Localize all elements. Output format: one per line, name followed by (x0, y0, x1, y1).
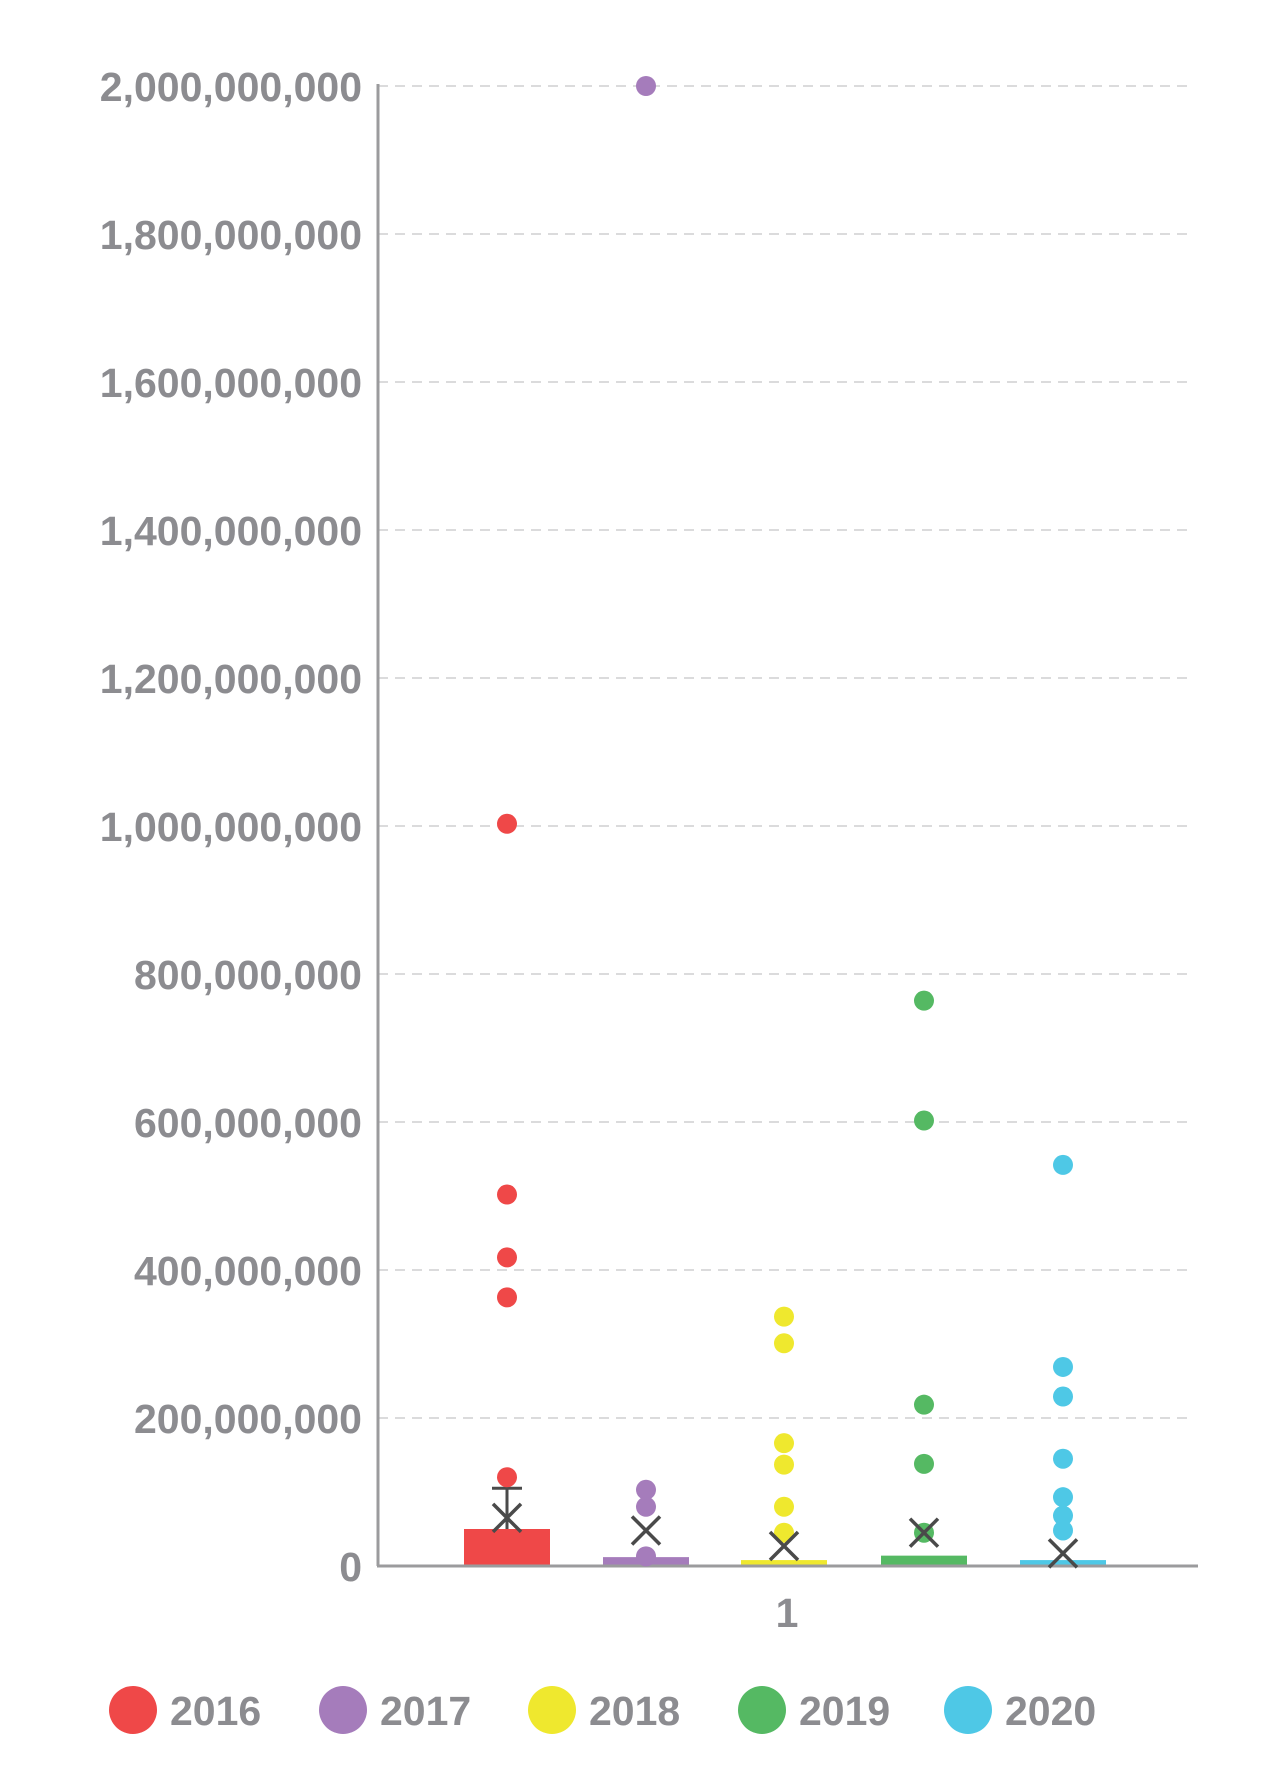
outlier-point-2016 (497, 1467, 517, 1488)
mean-marker-2016 (491, 1502, 523, 1534)
y-tick-label: 2,000,000,000 (100, 64, 362, 110)
outlier-point-2016 (497, 813, 517, 834)
outlier-point-2020 (1053, 1487, 1073, 1508)
box-2018 (741, 1560, 827, 1566)
outlier-point-2017 (636, 1479, 656, 1500)
legend-label: 2019 (799, 1688, 890, 1734)
outlier-point-2019 (914, 1453, 934, 1474)
outlier-point-2018 (774, 1496, 794, 1517)
legend-label: 2020 (1005, 1688, 1096, 1734)
outlier-point-2017 (636, 1496, 656, 1517)
y-tick-label: 1,600,000,000 (100, 360, 362, 406)
box-2016 (464, 1529, 550, 1566)
outlier-points (497, 76, 1073, 1567)
outlier-point-2020 (1053, 1154, 1073, 1175)
outlier-point-2018 (774, 1454, 794, 1475)
legend-swatch (109, 1686, 157, 1734)
outlier-point-2016 (497, 1247, 517, 1268)
outlier-point-2018 (774, 1306, 794, 1327)
axes (376, 84, 1198, 1568)
y-tick-label: 800,000,000 (134, 952, 362, 998)
y-tick-label: 1,200,000,000 (100, 656, 362, 702)
legend-swatch (319, 1686, 367, 1734)
legend: 2016 2017 2018 2019 2020 (109, 1686, 1096, 1734)
legend-item-2016: 2016 (109, 1686, 261, 1734)
legend-item-2020: 2020 (944, 1686, 1096, 1734)
legend-swatch (528, 1686, 576, 1734)
legend-label: 2017 (380, 1688, 471, 1734)
mean-marker-2020 (1047, 1538, 1079, 1569)
legend-item-2018: 2018 (528, 1686, 680, 1734)
outlier-point-2018 (774, 1333, 794, 1354)
legend-item-2017: 2017 (319, 1686, 471, 1734)
y-tick-label: 1,800,000,000 (100, 212, 362, 258)
mean-marker-2019 (908, 1517, 940, 1548)
y-tick-label: 400,000,000 (134, 1248, 362, 1294)
x-tick-label: 1 (776, 1590, 799, 1636)
y-axis-tick-labels: 0 200,000,000 400,000,000 600,000,000 800,00… (100, 64, 362, 1590)
legend-swatch (738, 1686, 786, 1734)
outlier-point-2016 (497, 1184, 517, 1205)
outlier-point-2019 (914, 990, 934, 1011)
legend-label: 2018 (589, 1688, 680, 1734)
y-tick-label: 200,000,000 (134, 1396, 362, 1442)
outlier-point-2017 (636, 76, 656, 96)
outlier-point-2018 (774, 1433, 794, 1454)
mean-marker-2018 (768, 1530, 800, 1562)
y-tick-label: 0 (339, 1544, 362, 1590)
legend-swatch (944, 1686, 992, 1734)
y-tick-label: 600,000,000 (134, 1100, 362, 1146)
outlier-point-2020 (1053, 1505, 1073, 1526)
outlier-point-2017 (636, 1546, 656, 1567)
legend-item-2019: 2019 (738, 1686, 890, 1734)
outlier-point-2019 (914, 1394, 934, 1415)
outlier-point-2019 (914, 1110, 934, 1131)
outlier-point-2020 (1053, 1356, 1073, 1377)
box-2020 (1020, 1560, 1106, 1566)
box-2019 (881, 1555, 967, 1566)
mean-markers (491, 1502, 1079, 1569)
mean-marker-2017 (630, 1515, 662, 1546)
outlier-point-2020 (1053, 1448, 1073, 1469)
y-tick-label: 1,400,000,000 (100, 508, 362, 554)
outlier-point-2020 (1053, 1520, 1073, 1541)
gridlines (378, 85, 1192, 1419)
outlier-point-2018 (774, 1522, 794, 1543)
outlier-point-2016 (497, 1287, 517, 1308)
legend-label: 2016 (170, 1688, 261, 1734)
outlier-point-2020 (1053, 1386, 1073, 1407)
y-tick-label: 1,000,000,000 (100, 804, 362, 850)
